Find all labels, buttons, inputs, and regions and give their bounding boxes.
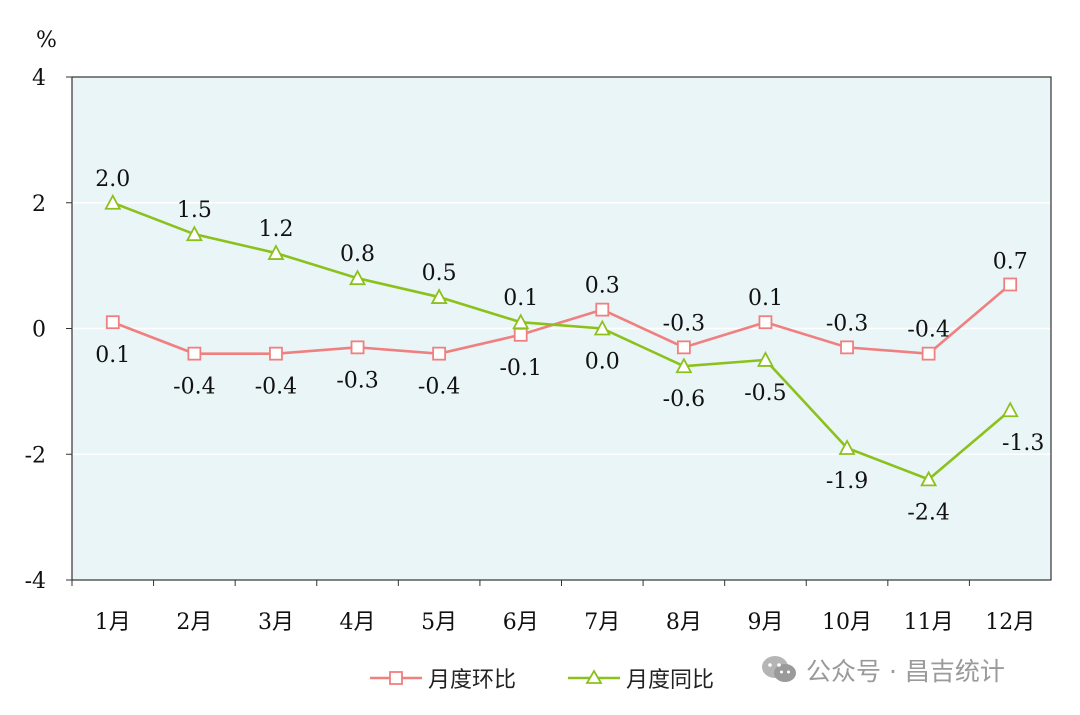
- data-label: 0.5: [422, 261, 457, 286]
- data-label: -0.4: [173, 375, 215, 400]
- data-label: -0.3: [826, 311, 868, 336]
- x-tick-label: 10月: [822, 610, 872, 635]
- data-point-triangle: [104, 193, 122, 210]
- data-point-square: [187, 346, 202, 361]
- y-tick-label: 2: [32, 192, 46, 217]
- data-label: 0.0: [585, 350, 620, 375]
- data-point-square: [758, 315, 773, 330]
- data-label: -0.4: [255, 375, 297, 400]
- data-label: -0.3: [663, 311, 705, 336]
- data-label: -1.3: [1002, 431, 1044, 456]
- data-point-square: [595, 302, 610, 317]
- data-point-square: [350, 340, 365, 355]
- data-label: -0.6: [663, 387, 705, 412]
- data-point-triangle: [349, 269, 367, 286]
- data-label: 0.3: [585, 274, 620, 299]
- data-point-square: [513, 327, 528, 342]
- data-label: -0.5: [744, 381, 786, 406]
- data-point-triangle: [267, 244, 285, 260]
- data-point-triangle: [185, 225, 203, 242]
- x-tick-label: 12月: [985, 610, 1035, 635]
- data-label: 0.1: [748, 286, 783, 311]
- data-label: -0.3: [336, 368, 378, 393]
- data-point-triangle: [430, 288, 448, 304]
- y-axis-label: %: [36, 28, 57, 53]
- legend-item-yoy: 月度同比: [568, 662, 714, 694]
- data-point-triangle: [756, 351, 774, 367]
- data-label: -1.9: [826, 469, 868, 494]
- data-point-square: [1003, 277, 1018, 292]
- y-tick-label: 4: [32, 66, 46, 91]
- x-tick-label: 5月: [421, 610, 457, 635]
- y-tick-label: 0: [32, 318, 46, 343]
- data-point-triangle: [920, 470, 938, 487]
- data-label: 0.8: [340, 242, 375, 267]
- data-point-square: [921, 346, 936, 361]
- data-point-square: [840, 340, 854, 355]
- series-line-yoy: [112, 201, 1012, 481]
- data-label: 0.1: [95, 343, 130, 368]
- data-label: -0.4: [418, 375, 460, 400]
- data-point-triangle: [593, 319, 611, 336]
- data-label: 2.0: [95, 167, 130, 192]
- x-tick-label: 2月: [176, 610, 212, 635]
- data-label: -2.4: [907, 500, 949, 525]
- legend-item-mom: 月度环比: [370, 662, 516, 694]
- legend: 月度环比 月度同比: [370, 658, 714, 698]
- legend-label-mom: 月度环比: [428, 668, 517, 693]
- x-tick-label: 8月: [666, 610, 702, 635]
- data-point-triangle: [838, 439, 856, 455]
- wechat-icon: [762, 656, 796, 682]
- series-line-mom: [112, 283, 1012, 355]
- data-label: -0.1: [499, 356, 541, 381]
- data-label: -0.4: [907, 318, 949, 343]
- data-label: 1.2: [258, 217, 293, 242]
- legend-triangle-marker-icon: [568, 669, 621, 684]
- data-point-square: [269, 346, 283, 361]
- x-tick-label: 7月: [584, 610, 620, 635]
- watermark: 公众号 · 昌吉统计: [760, 652, 1005, 688]
- data-label: 1.5: [177, 198, 212, 223]
- legend-label-yoy: 月度同比: [626, 668, 715, 693]
- data-point-square: [432, 346, 447, 361]
- data-point-square: [105, 315, 120, 330]
- data-point-triangle: [1001, 401, 1019, 418]
- x-tick-label: 3月: [258, 610, 294, 635]
- x-tick-label: 11月: [904, 610, 954, 635]
- data-point-square: [676, 340, 691, 355]
- y-tick-label: -4: [25, 569, 46, 594]
- x-tick-label: 4月: [340, 610, 376, 635]
- x-tick-label: 1月: [95, 610, 131, 635]
- watermark-text: 公众号 · 昌吉统计: [806, 657, 1005, 686]
- data-point-triangle: [675, 357, 693, 374]
- data-label: 0.1: [503, 286, 538, 311]
- x-tick-label: 6月: [503, 610, 539, 635]
- x-tick-label: 9月: [747, 610, 783, 635]
- data-label: 0.7: [993, 249, 1028, 274]
- legend-square-marker-icon: [370, 671, 422, 685]
- y-tick-label: -2: [25, 443, 46, 468]
- data-point-triangle: [512, 313, 530, 330]
